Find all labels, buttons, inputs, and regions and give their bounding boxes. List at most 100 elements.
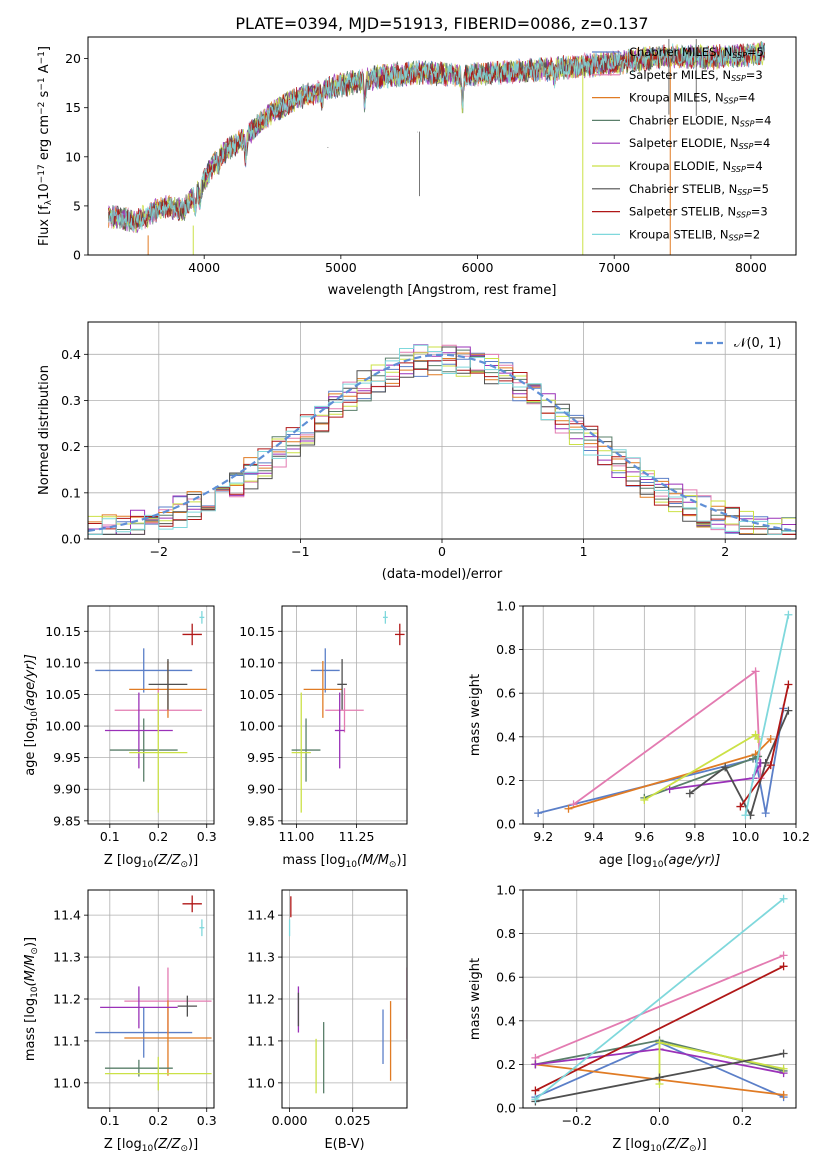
legend-suffix: =2 <box>743 227 760 241</box>
x-tick-label: 0.3 <box>197 1113 217 1128</box>
legend-text: Chabrier ELODIE, N <box>629 113 740 127</box>
plot-area <box>88 344 796 535</box>
label-part: mass [log <box>23 998 38 1061</box>
x-tick-label: 9.2 <box>533 829 553 844</box>
label-part: s <box>37 90 52 101</box>
weight-line-kroupa-stelib <box>744 614 790 816</box>
x-tick-label: 6000 <box>462 260 494 275</box>
axes-frame <box>87 889 215 1109</box>
label-part: )] <box>697 1137 707 1152</box>
label-part: (Z/Z <box>153 853 181 868</box>
weight-marker-salpeter-stelib <box>784 680 793 689</box>
plot-area <box>534 610 793 820</box>
y-tick-label: 10.15 <box>239 624 275 639</box>
legend-sub: SSP <box>729 234 744 243</box>
y-tick-label: 0.4 <box>496 1013 516 1028</box>
weight-marker-chabrier-miles <box>761 809 770 818</box>
weight-line-salpeter-miles <box>535 954 784 1059</box>
x-axis-label: Z [log10(Z/Z⊙)] <box>104 853 198 870</box>
plot-area <box>108 38 765 255</box>
panel-mass-vs-ebv: 0.000 0.025 11.0 11.1 11.2 11.3 11.4 E(B-V) <box>247 889 408 1152</box>
x-tick-label: 1 <box>580 544 588 559</box>
panel-age-vs-mass: 11.00 11.25 9.85 9.90 9.95 10.00 10.05 10.10 10.… <box>239 605 408 870</box>
x-tick-label: −0.2 <box>562 1113 592 1128</box>
panel-weight-vs-age: 9.2 9.4 9.6 9.8 10.0 10.2 0.0 0.2 0.4 0.6 0.8 1.0 ag… <box>468 599 810 870</box>
x-tick-label: 0 <box>438 544 446 559</box>
y-tick-label: 11.3 <box>247 950 275 965</box>
x-tick-label: 11.00 <box>279 829 315 844</box>
x-tick-label: 7000 <box>598 260 630 275</box>
legend-label: Kroupa STELIB, NSSP=2 <box>629 227 760 242</box>
label-part: A <box>37 64 52 77</box>
label-part: (Z/Z <box>153 1137 181 1152</box>
weight-marker-salpeter-miles <box>751 667 760 676</box>
x-tick-label: 5000 <box>325 260 357 275</box>
label-part: )] <box>188 853 198 868</box>
x-tick-label: −1 <box>291 544 309 559</box>
x-tick-label: 9.6 <box>634 829 654 844</box>
y-tick-label: 0.8 <box>496 926 516 941</box>
legend-label: Chabrier ELODIE, NSSP=4 <box>629 113 771 128</box>
legend-sub: SSP <box>740 120 755 129</box>
plot-area <box>288 896 407 1094</box>
y-tick-label: 0.2 <box>61 439 81 454</box>
y-tick-label: 9.85 <box>247 813 275 828</box>
label-part: (M/M <box>357 853 389 868</box>
label-part: age [log <box>23 723 38 776</box>
legend-sub: SSP <box>737 188 752 197</box>
legend-sub: SSP <box>731 74 746 83</box>
y-tick-label: 9.90 <box>247 782 275 797</box>
panel-mass-vs-z: 0.1 0.2 0.311.011.111.211.311.4Z [log10(Z/… <box>23 889 217 1154</box>
legend-label-normal: 𝒩(0, 1) <box>734 336 781 351</box>
histogram-kroupa-stelib <box>88 344 796 535</box>
x-axis-label: E(B-V) <box>324 1137 364 1152</box>
weight-line-salpeter-stelib <box>534 965 785 1092</box>
y-tick-label: 0.4 <box>496 729 516 744</box>
x-tick-label: 0.025 <box>335 1113 371 1128</box>
y-axis-label: Normed distribution <box>37 365 52 495</box>
x-tick-label: 0.1 <box>100 1113 120 1128</box>
y-tick-label: 11.4 <box>247 908 275 923</box>
weight-marker-kroupa-miles <box>779 1090 788 1099</box>
y-axis-label: mass [log10(M/M⊙)] <box>23 937 40 1061</box>
axes-frame <box>281 889 408 1109</box>
legend-suffix: =4 <box>746 159 763 173</box>
label-part: Flux [f <box>37 205 52 246</box>
weight-marker-kroupa-stelib <box>531 1095 540 1104</box>
label-part: (M/M <box>23 955 38 987</box>
y-tick-label: 0.6 <box>496 686 516 701</box>
x-axis-label: Z [log10(Z/Z⊙)] <box>104 1137 198 1154</box>
legend-suffix: =5 <box>752 182 769 196</box>
label-part: (Z/Z <box>662 1137 690 1152</box>
label-part: λ <box>44 199 54 205</box>
weight-line-salpeter-miles <box>573 669 762 806</box>
x-axis-label: mass [log10(M/M⊙)] <box>282 853 406 870</box>
weight-marker-salpeter-elodie <box>665 785 674 794</box>
x-tick-label: −2 <box>150 544 168 559</box>
spectrum-line-kroupa-stelib <box>108 41 765 232</box>
label-part: Z [log <box>104 853 142 868</box>
panel-spectrum: 4000 5000 6000 7000 8000 0 5 10 15 20 wavelength [… <box>37 36 797 298</box>
legend-text: Chabrier MILES, N <box>629 45 732 59</box>
legend-text: Chabrier STELIB, N <box>629 182 737 196</box>
panel-residuals: −2 −1 0 1 2 0.0 0.1 0.2 0.3 0.4 𝒩(0, 1) (data-model… <box>37 321 797 582</box>
y-tick-label: 9.90 <box>53 782 81 797</box>
y-tick-label: 0.3 <box>61 393 81 408</box>
y-tick-label: 0.0 <box>61 532 81 547</box>
label-part: −1 <box>37 77 47 90</box>
label-part: ⊙ <box>30 947 40 955</box>
label-part: age [log <box>599 853 652 868</box>
axes-frame <box>281 605 408 825</box>
legend-suffix: =4 <box>755 113 772 127</box>
y-tick-label: 9.95 <box>53 750 81 765</box>
label-part: )] <box>23 937 38 947</box>
legend-label: Salpeter ELODIE, NSSP=4 <box>629 136 770 151</box>
label-part: −17 <box>37 164 47 183</box>
y-tick-label: 11.4 <box>53 908 81 923</box>
x-tick-label: 0.3 <box>197 829 217 844</box>
axes-frame <box>87 36 797 256</box>
y-tick-label: 10.15 <box>45 624 81 639</box>
weight-line-kroupa-elodie <box>643 733 759 801</box>
y-tick-label: 0.6 <box>496 970 516 985</box>
weight-marker-kroupa-elodie <box>779 1064 788 1073</box>
